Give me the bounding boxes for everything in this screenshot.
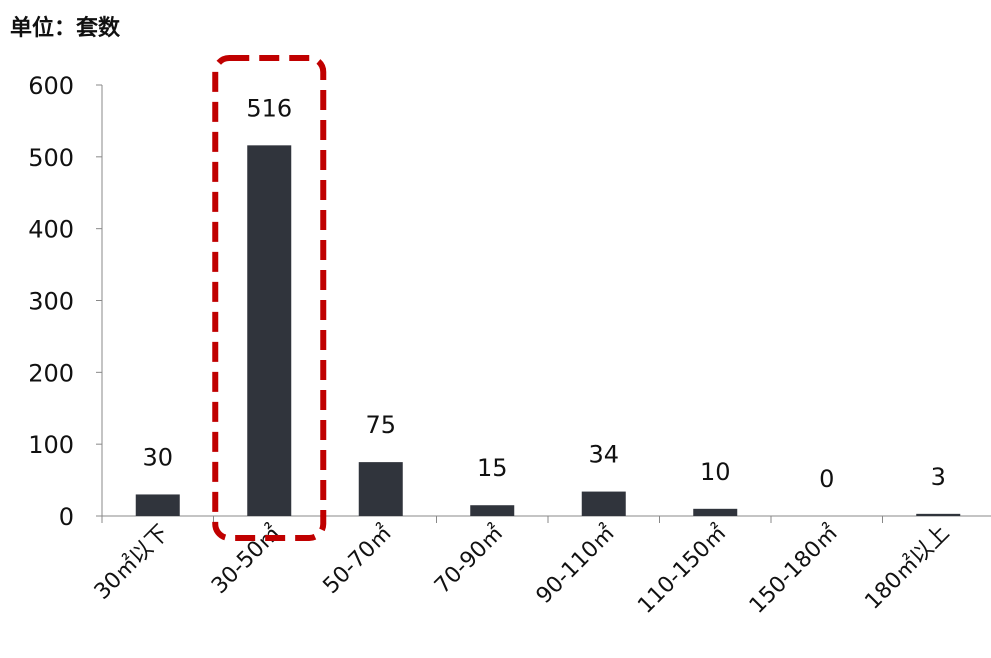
- data-label: 10: [700, 458, 731, 486]
- y-tick-label: 300: [28, 288, 74, 316]
- y-tick-label: 0: [59, 503, 74, 531]
- bar-1: [247, 145, 292, 516]
- y-tick-label: 100: [28, 431, 74, 459]
- data-labels-group: 30 516 75 15 34 10 0 3: [142, 94, 945, 493]
- bars-group: [135, 145, 961, 516]
- bar-7: [916, 513, 961, 516]
- data-label: 3: [931, 463, 946, 491]
- x-category-label: 110-150㎡: [633, 520, 732, 619]
- highlight-box: [212, 55, 327, 541]
- bar-2: [358, 462, 403, 516]
- bar-3: [470, 505, 515, 516]
- highlight-group: [212, 55, 327, 541]
- x-category-label: 150-180㎡: [744, 520, 843, 619]
- unit-label: 单位：套数: [10, 16, 121, 41]
- x-category-label: 180㎡以上: [860, 520, 955, 615]
- bar-0: [135, 494, 180, 516]
- bar-4: [581, 491, 626, 516]
- x-category-label: 70-90㎡: [429, 520, 508, 599]
- y-tick-label: 400: [28, 216, 74, 244]
- data-label: 75: [365, 411, 396, 439]
- bar-5: [693, 508, 738, 516]
- x-category-label: 30㎡以下: [89, 520, 174, 605]
- data-label: 30: [142, 443, 173, 471]
- x-category-label: 50-70㎡: [318, 520, 397, 599]
- data-label: 15: [477, 454, 508, 482]
- data-label: 516: [246, 94, 292, 122]
- y-tick-label: 500: [28, 144, 74, 172]
- x-category-label: 90-110㎡: [531, 520, 620, 609]
- y-axis: 0 100 200 300 400 500 600: [28, 72, 103, 531]
- y-tick-label: 200: [28, 359, 74, 387]
- data-label: 34: [588, 441, 619, 469]
- y-tick-label: 600: [28, 72, 74, 100]
- data-label: 0: [819, 465, 834, 493]
- x-axis: 30㎡以下 30-50㎡ 50-70㎡ 70-90㎡ 90-110㎡ 110-150㎡ 15…: [89, 515, 991, 619]
